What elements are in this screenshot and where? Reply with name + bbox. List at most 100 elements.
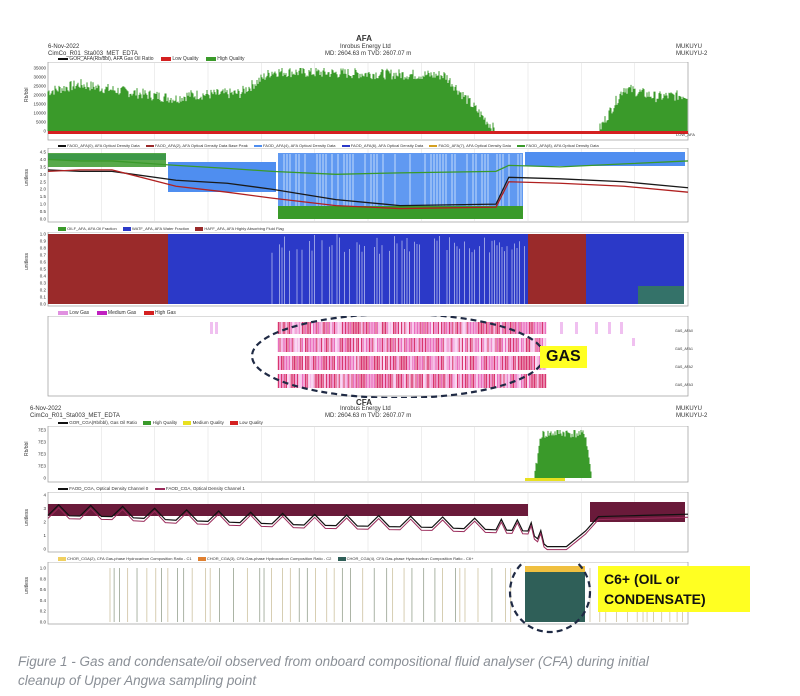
c6-top-band (525, 566, 585, 572)
gas-sparse-cell (215, 322, 218, 334)
cfa-gor-ytick: 0 (43, 476, 46, 481)
legend-oilf: OILF_AFA, AFA Oil Fraction (67, 226, 117, 231)
gas-right-label-1: GAS_AFA1 (675, 347, 693, 351)
afa-date: 6-Nov-2022 (48, 44, 80, 50)
c6-callout: C6+ (OIL or CONDENSATE) (598, 566, 750, 612)
afa-gor-ylabel: Rb/bbl (24, 88, 30, 102)
afa-right2: MUKUYU-2 (676, 51, 708, 57)
afa-gas-legend: Low Gas Medium Gas High Gas (58, 310, 176, 316)
water-block-2 (270, 234, 528, 304)
afa-gas-panel: GAS_AFA0 GAS_AFA1 GAS_AFA2 GAS_AFA3 (47, 316, 693, 398)
afa-gor-ytick: 5000 (36, 120, 47, 125)
legend-low-quality: Low Quality (172, 56, 199, 62)
cfa-gor-ytick: 7E3 (38, 440, 47, 445)
haff-block-1 (48, 234, 168, 304)
legend-cfa-od0: FAOD_CGA, Optical Density Channel 0 (69, 486, 149, 491)
cfa-od-ytick: 4 (43, 493, 46, 498)
figure-caption: Figure 1 - Gas and condensate/oil observ… (18, 652, 798, 690)
afa-gor-ytick: 20000 (33, 93, 46, 98)
cfa-comp-ylabel: unitless (24, 577, 30, 594)
afa-od-ytick: 0.0 (40, 217, 47, 222)
afa-gor-ytick: 15000 (33, 102, 46, 107)
legend-cfa-low: Low Quality (239, 420, 263, 425)
legend-cfa-medium: Medium Quality (192, 420, 224, 425)
cfa-gor-ytick: 7E3 (38, 452, 47, 457)
afa-od-ytick: 2.0 (40, 187, 47, 192)
afa-frac-ytick: 0.1 (40, 295, 47, 300)
gas-callout: GAS (540, 346, 587, 368)
cfa-od-ytick: 1 (43, 533, 46, 538)
cfa-od-maroon-band-2 (590, 502, 685, 522)
afa-od-series-0 (47, 169, 689, 207)
cfa-gor-ytick: 7E3 (38, 464, 47, 469)
legend-od2: FAOD_AFA(2), AFA Optical Density Data Ba… (154, 143, 248, 148)
od-blue-block2 (278, 153, 523, 208)
cfa-od-series-0 (47, 503, 689, 548)
gas-sparse-cell (620, 322, 623, 334)
legend-od8: FAOD_AFA(8), AFA Optical Density Data (526, 143, 599, 148)
cfa-od-legend: FAOD_CGA, Optical Density Channel 0 FAOD… (58, 486, 245, 492)
afa-gor-ytick: 35000 (33, 66, 46, 71)
legend-haff: HAFF_AFA, AFA Highly Absorbing Fluid Fla… (204, 226, 284, 231)
legend-od7: FAOD_AFA(7), AFA Optical Density Data (438, 143, 511, 148)
legend-cfa-high: High Quality (152, 420, 178, 425)
legend-od4: FAOD_AFA(4), AFA Optical Density Data (263, 143, 336, 148)
cfa-comp-ytick: 0.4 (40, 598, 47, 603)
afa-od-legend: FAOD_AFA(0), AFA Optical Density Data FA… (58, 143, 599, 149)
afa-gor-ytick: 30000 (33, 75, 46, 80)
afa-company: Inrobus Energy Ltd (340, 44, 391, 50)
legend-high-gas: High Gas (155, 310, 176, 316)
afa-frac-ytick: 0.8 (40, 246, 47, 251)
cfa-comp-legend: CHOR_CGA(2), CFA Gas-phase Hydrocarbon C… (58, 556, 473, 562)
afa-od-ytick: 0.5 (40, 209, 47, 214)
afa-well: CimCo_R01_Sta003_MET_EDTA (48, 51, 138, 57)
cfa-od-ylabel: unitless (24, 509, 30, 526)
afa-frac-ytick: 0.2 (40, 288, 47, 293)
afa-title: AFA (356, 34, 372, 43)
cfa-company: Inrobus Energy Ltd (340, 406, 391, 412)
gas-sparse-cell (575, 322, 578, 334)
afa-od-ytick: 1.5 (40, 194, 47, 199)
c6-callout-line1: C6+ (OIL or (604, 571, 680, 587)
cfa-od-ytick: 0 (43, 547, 46, 552)
afa-od-ytick: 4.0 (40, 157, 47, 162)
caption-line-1: Figure 1 - Gas and condensate/oil observ… (18, 654, 649, 669)
afa-frac-legend: OILF_AFA, AFA Oil Fraction WATF_AFA, AFA… (58, 226, 284, 232)
afa-gor-ytick: 25000 (33, 84, 46, 89)
afa-od-ytick: 1.0 (40, 202, 47, 207)
gas-sparse-cell (595, 322, 598, 334)
afa-right1: MUKUYU (676, 44, 703, 50)
afa-frac-ytick: 0.5 (40, 267, 47, 272)
afa-od-series-2 (47, 158, 689, 175)
afa-od-ytick: 4.5 (40, 150, 47, 155)
legend-cfa-od1: FAOD_CGA, Optical Density Channel 1 (165, 486, 245, 491)
haff-block-2 (528, 234, 586, 304)
c6-callout-line2: CONDENSATE) (604, 591, 706, 607)
low-quality-band (48, 131, 688, 134)
legend-c6: CHOR_CGA(4), CFA Gas-phase Hydrocarbon C… (346, 556, 474, 561)
cfa-comp-ytick: 0.0 (40, 620, 47, 625)
cfa-gor-ylabel: Rb/bbl (24, 442, 30, 456)
legend-medium-gas: Medium Gas (107, 310, 137, 316)
afa-frac-ytick: 0.9 (40, 239, 47, 244)
gas-right-label-0: GAS_AFA0 (675, 329, 693, 333)
cfa-comp-panel: 1.0 0.8 0.6 0.4 0.2 0.0 unitless (24, 562, 689, 634)
cfa-od-ytick: 3 (43, 506, 46, 511)
cfa-comp-ytick: 0.2 (40, 609, 47, 614)
afa-frac-ytick: 0.3 (40, 281, 47, 286)
legend-c1: CHOR_CGA(2), CFA Gas-phase Hydrocarbon C… (67, 556, 192, 561)
gas-sparse-cell (560, 322, 563, 334)
afa-gor-ytick: 0 (43, 129, 46, 134)
gas-sparse-cell (632, 338, 635, 346)
afa-gor-panel: 35000 30000 25000 20000 15000 10000 5000 0 Rb/b… (24, 62, 695, 141)
afa-od-ytick: 3.5 (40, 164, 47, 169)
gas-sparse-cell (210, 322, 213, 334)
cfa-gor-ytick: 7E3 (38, 428, 47, 433)
afa-od-panel: 4.5 4.0 3.5 3.0 2.5 2.0 1.5 1.0 0.5 0.0 unitless (24, 148, 689, 223)
afa-gor-ytick: 10000 (33, 111, 46, 116)
legend-low-gas: Low Gas (69, 310, 90, 316)
caption-line-2: cleanup of Upper Angwa sampling point (18, 673, 257, 688)
afa-frac-ytick: 0.6 (40, 260, 47, 265)
legend-c2: CHOR_CGA(3), CFA Gas-phase Hydrocarbon C… (206, 556, 332, 561)
afa-gor-right-label: LOW_AFA (676, 132, 695, 137)
